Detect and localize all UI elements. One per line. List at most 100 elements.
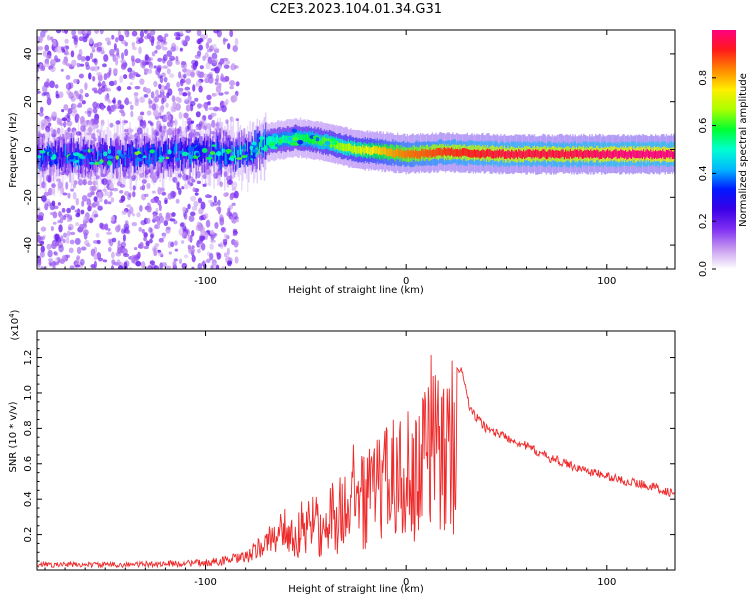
ridge-cell	[123, 157, 125, 167]
ridge-cell	[376, 146, 378, 154]
ridge-cell	[205, 150, 207, 163]
ridge-cell	[220, 154, 222, 164]
noise-speckle	[161, 262, 168, 268]
ridge-blob	[318, 137, 322, 141]
ridge-cell	[454, 148, 456, 157]
ridge-cell	[383, 146, 386, 155]
ridge-blob	[331, 140, 336, 145]
ridge-cell	[176, 143, 178, 152]
ridge-cell	[465, 148, 467, 157]
noise-speckle	[117, 99, 122, 106]
ridge-blob	[94, 161, 100, 166]
ridge-cell	[448, 148, 450, 156]
ridge-blob	[244, 151, 249, 155]
noise-speckle	[66, 236, 70, 245]
noise-speckle	[148, 264, 152, 269]
ridge-cell	[470, 149, 472, 158]
ridge-blob	[258, 136, 265, 140]
noise-speckle	[133, 247, 138, 251]
noise-speckle	[151, 51, 156, 57]
ridge-cell	[169, 154, 171, 162]
ridge-cell	[55, 140, 57, 165]
noise-speckle	[219, 217, 225, 226]
noise-speckle	[107, 201, 112, 205]
ridge-cell	[153, 146, 155, 170]
noise-speckle	[112, 99, 116, 104]
ridge-blob	[98, 161, 103, 164]
noise-speckle	[169, 119, 174, 128]
noise-speckle	[40, 266, 44, 269]
noise-speckle	[124, 132, 130, 137]
noise-speckle	[148, 238, 153, 244]
ridge-cell	[452, 148, 454, 157]
ridge-cell	[149, 152, 152, 164]
ridge-cell	[401, 151, 404, 159]
noise-speckle	[234, 219, 240, 223]
ridge-cell	[461, 148, 464, 156]
ridge-cell	[457, 148, 459, 157]
ridge-cell	[146, 142, 148, 166]
noise-speckle	[112, 187, 119, 192]
noise-speckle	[81, 100, 86, 105]
ridge-cell	[211, 140, 213, 154]
noise-speckle	[196, 30, 202, 37]
noise-speckle	[168, 127, 172, 134]
ridge-cell	[589, 150, 591, 159]
noise-speckle	[146, 110, 152, 116]
ridge-cell	[485, 149, 488, 158]
ridge-cell	[639, 150, 641, 159]
ridge-cell	[389, 148, 392, 156]
ridge-cell	[399, 148, 401, 157]
ridge-cell	[191, 150, 194, 159]
noise-speckle	[47, 249, 53, 258]
noise-speckle	[91, 58, 97, 63]
noise-speckle	[130, 70, 136, 79]
noise-speckle	[218, 92, 224, 96]
colorbar-tick-label: 0.0	[698, 261, 709, 277]
noise-speckle	[206, 94, 212, 101]
ridge-cell	[266, 137, 268, 145]
ridge-cell	[603, 150, 605, 158]
ridge-cell	[565, 149, 567, 158]
noise-speckle	[113, 68, 118, 74]
noise-speckle	[139, 205, 143, 212]
ridge-cell	[393, 149, 395, 158]
noise-speckle	[189, 248, 196, 254]
noise-speckle	[165, 265, 172, 269]
ridge-cell	[303, 134, 305, 143]
spectrogram-ticks: -100 0 100 -40 -20 0 20 40	[23, 29, 675, 287]
noise-speckle	[191, 179, 196, 183]
ridge-cell	[668, 149, 670, 158]
noise-speckle	[185, 174, 191, 180]
ridge-cell	[189, 145, 191, 160]
ridge-cell	[578, 151, 580, 159]
ridge-cell	[65, 150, 68, 164]
ridge-cell	[667, 149, 669, 158]
ridge-blob	[174, 157, 179, 162]
noise-speckle	[178, 90, 183, 96]
noise-speckle	[211, 52, 218, 60]
ridge-cell	[427, 149, 429, 158]
noise-speckle	[187, 124, 191, 131]
ridge-cell	[539, 150, 542, 159]
ridge-blob	[241, 145, 247, 150]
ridge-cell	[460, 149, 462, 158]
spectrogram-ytick-label: -20	[23, 189, 34, 205]
ridge-cell	[109, 151, 111, 159]
noise-speckle	[206, 48, 213, 53]
noise-speckle	[75, 197, 79, 206]
ridge-cell	[67, 157, 69, 164]
ridge-cell	[100, 144, 102, 159]
ridge-blob	[124, 154, 131, 158]
noise-speckle	[120, 241, 127, 248]
spectrogram-panel: -100 0 100 -40 -20 0 20 40 Height of straight l…	[8, 29, 676, 296]
noise-speckle	[210, 68, 217, 72]
noise-speckle	[84, 82, 88, 91]
ridge-cell	[40, 153, 42, 168]
noise-speckle	[44, 44, 50, 52]
noise-speckle	[115, 225, 121, 233]
ridge-cell	[115, 158, 117, 169]
ridge-cell	[596, 149, 598, 158]
ridge-cell	[490, 150, 492, 159]
noise-speckle	[70, 188, 75, 192]
